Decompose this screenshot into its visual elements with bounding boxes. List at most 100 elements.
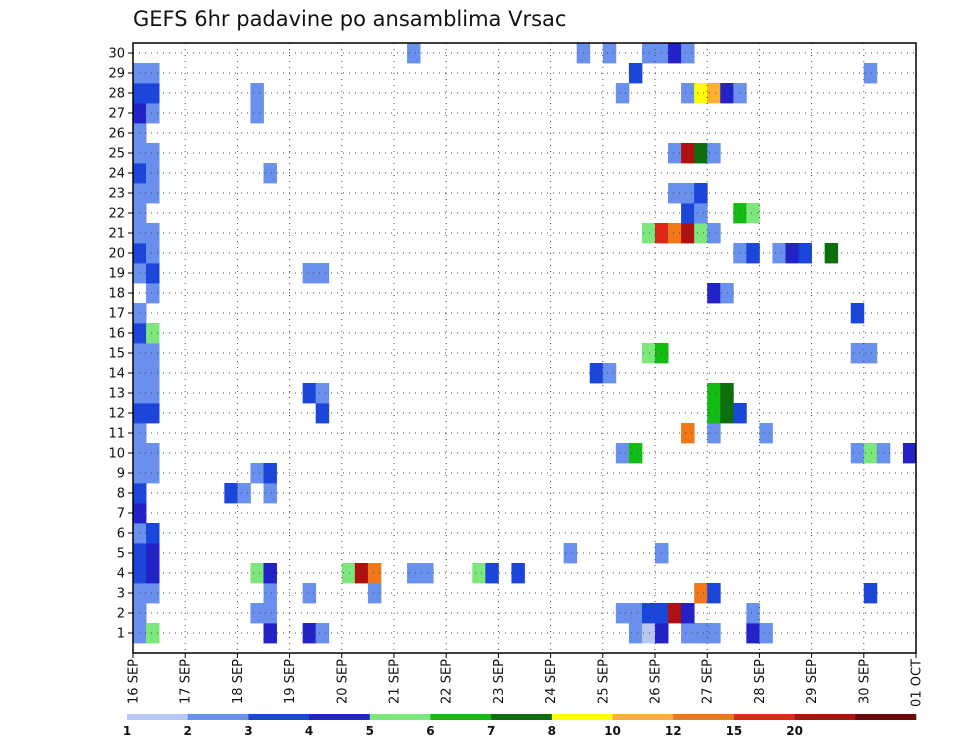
y-axis: 1234567891011121314151617181920212223242… [108,47,133,642]
heatmap-cell [250,463,264,484]
plot-frame [132,42,917,654]
heatmap-cell [146,343,160,364]
x-tick-label: 18 SEP [231,659,246,704]
heatmap-cell [902,443,917,464]
legend-swatch [794,714,856,720]
legend-swatch [733,714,795,720]
heatmap-cell [315,623,330,644]
heatmap-cell [681,623,695,644]
y-tick-label: 19 [108,267,125,282]
heatmap-cell [681,223,695,244]
heatmap-cell [146,403,160,424]
heatmap-cell [785,243,799,264]
heatmap-cell [315,403,330,424]
heatmap-cell [263,623,277,644]
heatmap-cell [707,383,721,404]
y-tick-label: 25 [108,147,125,162]
heatmap-cell [250,83,264,104]
x-axis: 16 SEP 17 SEP 18 SEP 19 SEP 20 SEP 21 SEP 22 S… [127,653,925,707]
heatmap-cell [615,83,630,104]
legend-swatch [430,714,492,720]
heatmap-cell [407,43,421,64]
heatmap-cell [302,263,317,284]
heatmap-cell [681,423,695,444]
legend-label: 7 [487,724,495,738]
heatmap-cell [367,583,382,604]
x-tick-label: 30 SEP [857,659,872,704]
heatmap-cell [224,483,238,504]
heatmap-cell [315,263,330,284]
heatmap-cell [263,603,277,624]
heatmap-cell [681,83,695,104]
heatmap-cell [863,63,878,84]
heatmap-cell [707,223,721,244]
heatmap-cell [746,603,760,624]
heatmap-cell [707,583,721,604]
x-tick-label: 29 SEP [805,659,820,704]
heatmap-cell [367,563,382,584]
heatmap-cell [681,203,695,224]
y-tick-label: 12 [108,407,125,422]
heatmap-cell [302,623,317,644]
legend-swatch [551,714,613,720]
heatmap-cell [628,63,643,84]
heatmap-cell [146,183,160,204]
heatmap-cell [850,303,865,324]
y-tick-label: 6 [117,527,125,542]
heatmap-cell [681,183,695,204]
heatmap-cell [615,443,630,464]
heatmap-cell [733,243,747,264]
heatmap-cell [746,203,760,224]
heatmap-cell [146,363,160,384]
heatmap-cell [146,263,160,284]
heatmap-cell [681,43,695,64]
heatmap-cell [407,563,421,584]
heatmap-cell [850,443,865,464]
heatmap-cell [628,623,643,644]
heatmap-cell [146,383,160,404]
heatmap-cell [707,83,721,104]
heatmap-cell [511,563,525,584]
heatmap-cell [668,43,682,64]
heatmap-cell [863,583,878,604]
grid-lines [133,43,916,653]
heatmap-cell [707,403,721,424]
x-tick-label: 24 SEP [544,659,559,704]
heatmap-cell [707,423,721,444]
y-tick-label: 9 [117,467,125,482]
heatmap-cell [681,143,695,164]
y-tick-label: 23 [108,187,125,202]
heatmap-cell [694,223,708,244]
legend-label: 2 [184,724,192,738]
y-tick-label: 26 [108,127,125,142]
heatmap-cell [146,543,160,564]
legend-swatch [369,714,431,720]
y-tick-label: 20 [108,247,125,262]
heatmap-cell [668,183,682,204]
heatmap-cell [720,283,734,304]
heatmap-cell [720,383,734,404]
heatmap-cell [759,623,773,644]
heatmap-cell [146,103,160,124]
legend-label: 15 [726,724,743,738]
legend-label: 5 [366,724,374,738]
legend-label: 8 [548,724,556,738]
y-tick-label: 8 [117,487,125,502]
heatmap-cell [146,283,160,304]
heatmap-cell [263,163,277,184]
y-tick-label: 11 [108,427,125,442]
heatmap-cell [250,563,264,584]
heatmap-cells [133,43,917,644]
y-tick-label: 30 [108,47,125,62]
heatmap-cell [628,443,643,464]
heatmap-cell [146,623,160,644]
x-tick-label: 22 SEP [440,659,455,704]
heatmap-cell [694,183,708,204]
y-tick-label: 2 [117,607,125,622]
heatmap-cell [302,383,317,404]
heatmap-cell [146,83,160,104]
chart-title: GEFS 6hr padavine po ansamblima Vrsac [133,7,566,31]
heatmap-cell [146,143,160,164]
heatmap-cell [668,143,682,164]
y-tick-label: 17 [108,307,125,322]
